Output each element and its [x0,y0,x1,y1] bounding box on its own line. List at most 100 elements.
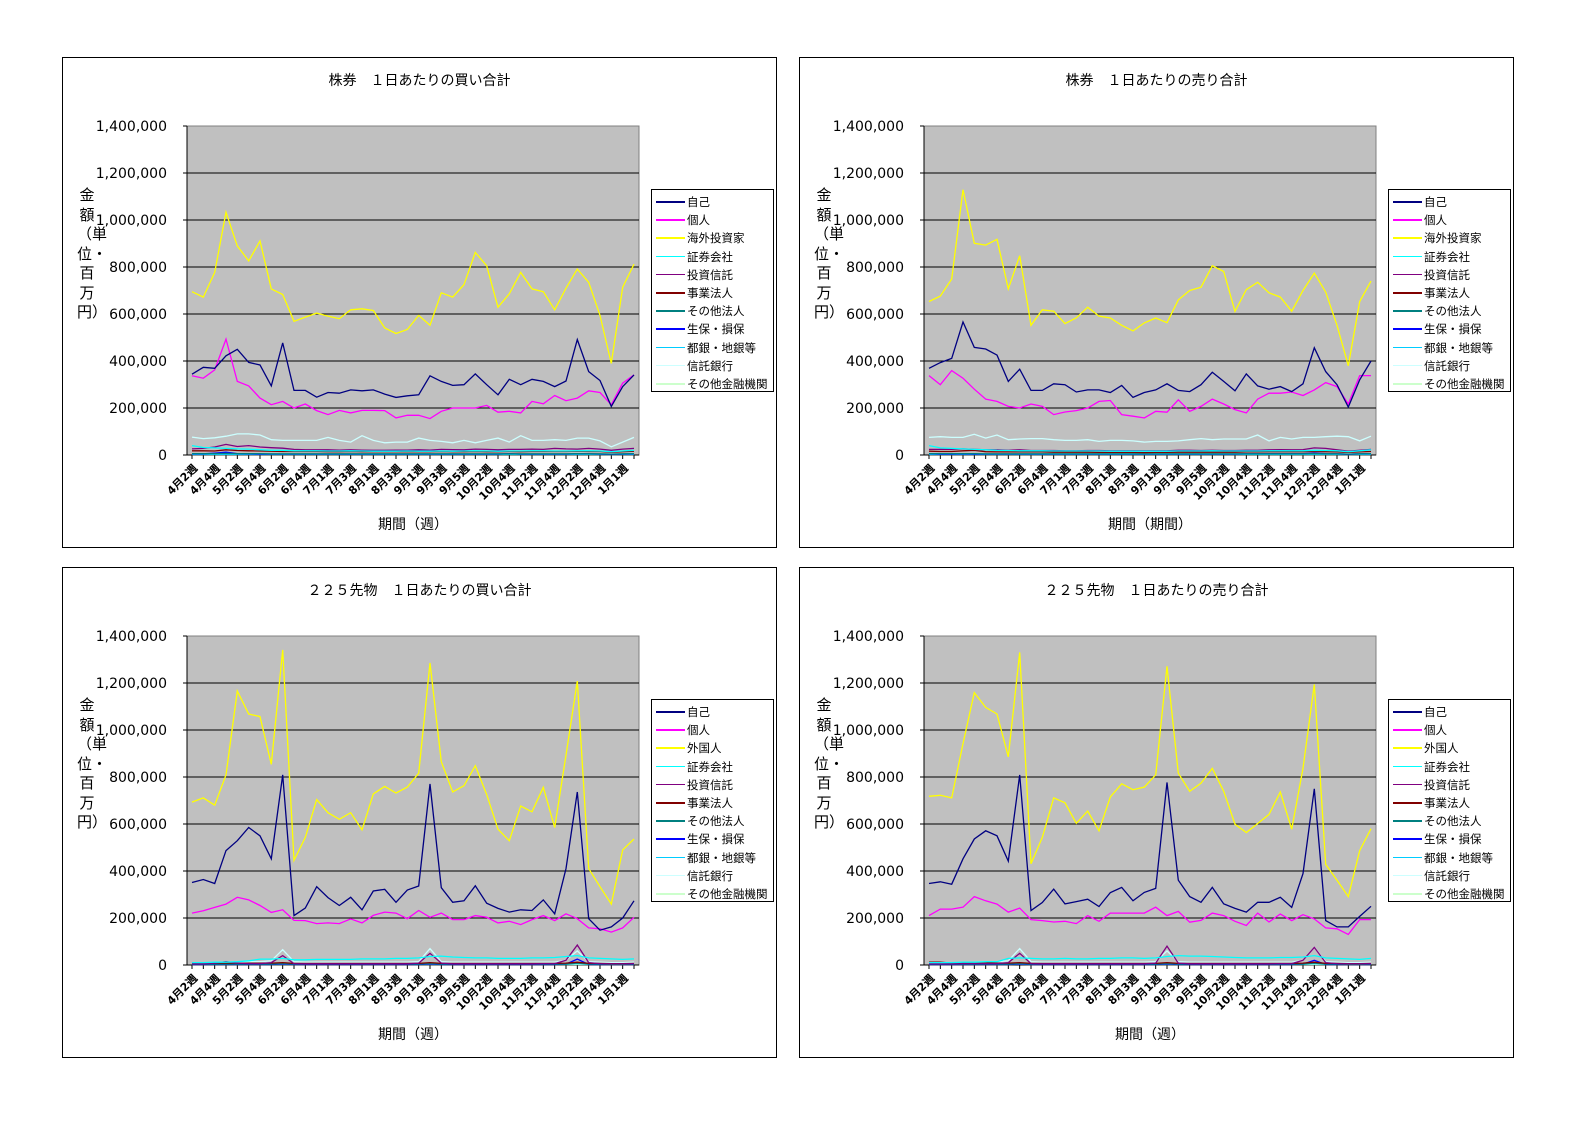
legend-label: 都銀・地銀等 [687,340,756,355]
legend-label: 個人 [1424,213,1447,228]
series-line-1 [191,774,635,931]
legend-swatch [656,838,685,840]
legend-label: 自己 [687,705,710,719]
chart-title: 株券 １日あたりの買い合計 [328,73,511,89]
legend-swatch [1393,273,1422,276]
legend-swatch [656,328,685,330]
chart-svg: 0 200,000 400,000 600,000 800,000 1,000,000 1,… [96,119,640,503]
legend-swatch [1393,201,1422,203]
legend-swatch [656,364,685,367]
y-tick-label: 0 [895,958,904,974]
legend-label: 生保・損保 [1424,832,1482,847]
legend-swatch [1393,711,1422,713]
legend-label: 自己 [1424,705,1447,719]
series-line-5 [929,945,1372,965]
legend-label: 証券会社 [687,759,733,774]
legend-swatch [656,346,685,349]
legend-swatch [656,292,685,294]
x-axis-title: 期間（週） [378,517,448,533]
series-line-2 [191,336,635,420]
legend-label: 自己 [687,195,710,209]
legend-label: 信託銀行 [687,868,733,883]
y-tick-label: 1,200,000 [96,676,167,692]
chart-svg: 0 200,000 400,000 600,000 800,000 1,000,000 1,… [833,629,1377,1013]
legend-swatch [656,893,685,895]
series-line-4 [192,954,635,964]
plot-area [923,635,1377,966]
legend-swatch [656,219,685,221]
legend: 自己 個人 外国人 証券会社 投資信託 事業法人 その他法人 生保・損保 都銀・地銀等 信託銀行そ… [1388,699,1511,902]
series-line-2 [928,369,1371,419]
plot-area [186,125,640,456]
series-line-1 [928,774,1372,928]
legend-label: 投資信託 [1424,777,1470,792]
legend-swatch [1393,292,1422,294]
legend-label: 事業法人 [687,286,733,300]
y-tick-label: 800,000 [109,260,167,276]
legend-item: 海外投資家 [652,229,773,247]
legend-swatch [656,874,685,877]
legend-swatch [656,310,685,312]
y-tick-label: 600,000 [109,307,167,323]
y-tick-label: 400,000 [109,864,167,880]
legend-swatch [1393,255,1422,258]
legend-label: 自己 [1424,195,1447,209]
legend-item: 都銀・地銀等 [652,849,773,867]
legend-label: 都銀・地銀等 [1424,850,1493,865]
chart-title: 株券 １日あたりの売り合計 [1065,73,1248,89]
legend-label: 事業法人 [687,796,733,810]
legend-item: 事業法人 [1389,284,1510,302]
legend-item: 証券会社 [1389,248,1510,266]
legend-item: 生保・損保 [652,320,773,338]
legend-item: 事業法人 [1389,794,1510,812]
series-line-10 [928,433,1372,443]
legend-swatch [1393,820,1422,822]
legend-item: その他法人 [1389,812,1510,830]
legend-item: 個人 [652,211,773,229]
legend-swatch [656,273,685,276]
legend-label: 個人 [687,213,710,228]
legend-item: その他金融機関 [1389,375,1510,393]
legend-label: 投資信託 [687,777,733,792]
legend-swatch [656,820,685,822]
chart-svg: 0 200,000 400,000 600,000 800,000 1,000,000 1,… [833,119,1377,503]
series-line-2 [928,895,1371,936]
y-tick-label: 800,000 [846,770,904,786]
legend-item: 信託銀行 [652,357,773,375]
y-tick-label: 1,000,000 [96,213,167,229]
chart-stock-sell: 0 200,000 400,000 600,000 800,000 1,000,000 1,… [799,57,1514,548]
legend-label: その他金融機関 [687,377,768,391]
series-line-4 [928,444,1372,453]
legend-label: その他金融機関 [1424,377,1505,391]
series-line-3 [191,649,635,906]
legend-item: 証券会社 [1389,758,1510,776]
legend-item: その他法人 [652,302,773,320]
legend-item: その他金融機関 [652,885,773,903]
legend-label: その他法人 [1424,814,1482,829]
legend-item: 自己 [1389,703,1510,721]
series-line-5 [192,943,635,965]
legend-label: その他金融機関 [687,887,768,901]
legend-label: 事業法人 [1424,796,1470,810]
chart-svg: 0 200,000 400,000 600,000 800,000 1,000,000 1,… [96,629,640,1013]
legend-item: 生保・損保 [1389,830,1510,848]
legend-item: 外国人 [652,739,773,757]
y-axis-title: 金額（単位・百万円） [814,186,845,321]
chart-stock-buy: 0 200,000 400,000 600,000 800,000 1,000,000 1,… [62,57,777,548]
legend-item: 投資信託 [1389,776,1510,794]
legend-label: 事業法人 [1424,286,1470,300]
y-tick-label: 0 [895,448,904,464]
legend-item: 信託銀行 [1389,867,1510,885]
y-tick-label: 0 [158,958,167,974]
legend-label: 都銀・地銀等 [687,850,756,865]
legend-swatch [1393,364,1422,367]
y-tick-label: 800,000 [846,260,904,276]
series-line-1 [191,337,635,408]
legend-swatch [1393,747,1422,749]
legend-item: 信託銀行 [652,867,773,885]
legend-item: 自己 [652,193,773,211]
x-axis-title: 期間（週） [1115,1027,1185,1043]
legend-swatch [656,255,685,258]
y-tick-label: 1,400,000 [833,629,904,645]
legend-item: 都銀・地銀等 [652,339,773,357]
